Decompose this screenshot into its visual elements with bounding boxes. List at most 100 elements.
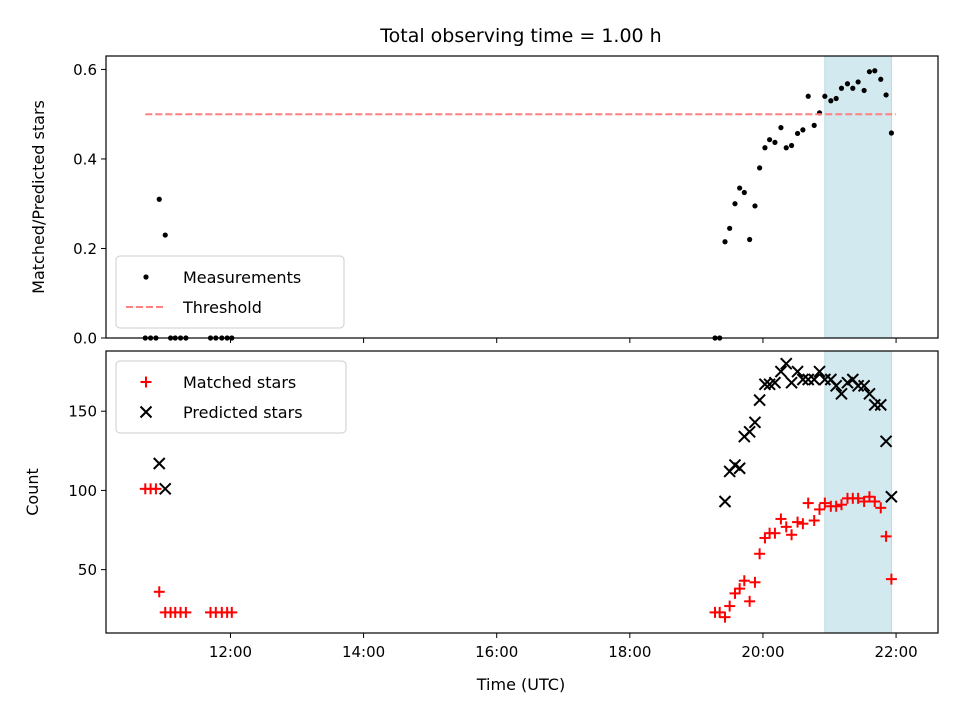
x-tick-label: 16:00 — [475, 643, 518, 661]
bottom-observing-window — [824, 350, 892, 634]
top-data-point — [872, 68, 878, 74]
bottom-y-tick-label: 50 — [78, 561, 97, 579]
bottom-data-point — [768, 376, 782, 389]
bottom-data-point-b — [829, 379, 843, 393]
top-data-point — [878, 76, 884, 82]
bottom-legend-label: Predicted stars — [183, 403, 303, 422]
bottom-data-point — [880, 530, 892, 542]
bottom-data-point-b — [807, 373, 821, 386]
bottom-data-point-b — [824, 373, 838, 386]
bottom-data-point — [857, 379, 871, 393]
top-data-point — [866, 69, 873, 75]
bottom-data-point — [807, 373, 821, 386]
bottom-data-point — [758, 378, 772, 391]
bottom-data-point — [749, 576, 761, 588]
top-legend-swatch — [143, 274, 149, 280]
bottom-legend-box — [115, 360, 347, 434]
top-data-point — [822, 93, 828, 99]
bottom-data-point-b — [728, 458, 742, 472]
bottom-data-point — [724, 600, 736, 612]
bottom-data-point-b — [159, 482, 172, 496]
bottom-data-point — [852, 492, 864, 504]
bottom-data-point — [796, 373, 810, 386]
top-data-point — [844, 81, 851, 87]
bottom-data-point — [719, 611, 731, 623]
top-data-point — [883, 92, 889, 98]
top-y-tick-label: 0.0 — [73, 330, 97, 348]
bottom-data-point — [780, 521, 792, 533]
bottom-data-point — [734, 583, 746, 595]
bottom-data-point-b — [863, 387, 876, 400]
top-data-point — [855, 79, 861, 85]
bottom-data-point-b — [885, 490, 898, 503]
top-data-point — [727, 225, 733, 231]
bottom-data-point — [869, 496, 881, 508]
top-plot-frame — [105, 55, 939, 339]
bottom-data-point — [786, 529, 798, 541]
top-data-point — [828, 98, 834, 104]
top-y-tick-label: 0.2 — [73, 240, 97, 258]
bottom-data-point — [718, 495, 732, 508]
top-observing-window — [824, 55, 892, 339]
bottom-data-point — [159, 482, 172, 496]
bottom-panel-counts: 50 100 150 12:00 14:00 16:00 18:00 20:00 22:00 Ma… — [68, 350, 939, 661]
top-data-point — [850, 85, 856, 91]
top-data-point — [767, 137, 773, 143]
bottom-data-point-b — [780, 357, 793, 370]
bottom-data-point-b — [748, 416, 762, 429]
chart-title: Total observing time = 1.00 h — [379, 25, 661, 47]
bottom-series-matched-stars — [139, 483, 897, 623]
bottom-data-point-b — [796, 373, 810, 386]
bottom-data-point — [754, 548, 766, 560]
bottom-data-point — [874, 398, 887, 412]
top-data-point — [722, 239, 728, 245]
bottom-y-tick-label: 100 — [68, 482, 97, 500]
top-data-point — [162, 232, 168, 238]
top-data-point — [757, 165, 763, 171]
bottom-y-axis-label: Count — [23, 468, 42, 516]
top-data-point — [783, 145, 789, 151]
bottom-data-point — [226, 606, 238, 618]
bottom-plot-frame — [105, 350, 939, 634]
bottom-data-point-b — [768, 376, 782, 389]
bottom-data-point — [769, 527, 781, 539]
bottom-data-point-b — [743, 425, 756, 439]
bottom-data-point-b — [874, 398, 887, 412]
top-data-point — [747, 236, 753, 243]
bottom-data-point — [792, 516, 804, 528]
bottom-data-point — [808, 515, 820, 527]
bottom-data-point — [879, 435, 893, 448]
top-data-point — [752, 203, 758, 209]
bottom-data-point — [738, 575, 750, 587]
bottom-data-point-b — [846, 373, 860, 386]
bottom-data-point — [743, 425, 756, 439]
bottom-data-point — [814, 503, 826, 515]
top-data-point — [741, 189, 747, 196]
x-tick-label: 20:00 — [741, 643, 784, 661]
bottom-legend-swatch — [140, 376, 152, 388]
bottom-legend: Matched stars Predicted stars — [115, 360, 347, 434]
top-data-point — [800, 127, 806, 133]
bottom-data-point — [885, 573, 897, 585]
bottom-data-point — [835, 387, 848, 400]
bottom-data-point — [153, 457, 166, 470]
top-data-point — [737, 185, 743, 191]
bottom-data-point — [774, 365, 788, 378]
bottom-data-point — [748, 416, 762, 429]
top-data-point — [833, 95, 839, 102]
bottom-data-point — [835, 499, 847, 511]
bottom-data-point — [785, 376, 798, 389]
top-panel-ratio: 0.0 0.2 0.4 0.6 Measurements Threshold — [73, 55, 939, 348]
bottom-data-point — [780, 357, 793, 370]
bottom-legend-swatch-b — [139, 405, 153, 419]
bottom-data-point-b — [791, 365, 804, 378]
bottom-data-point — [797, 518, 809, 530]
bottom-data-point — [753, 393, 766, 407]
bottom-data-point — [180, 606, 192, 618]
top-data-point — [788, 142, 795, 149]
bottom-data-point — [819, 497, 831, 509]
bottom-data-point — [829, 379, 843, 393]
bottom-series-predicted-stars — [153, 357, 898, 508]
